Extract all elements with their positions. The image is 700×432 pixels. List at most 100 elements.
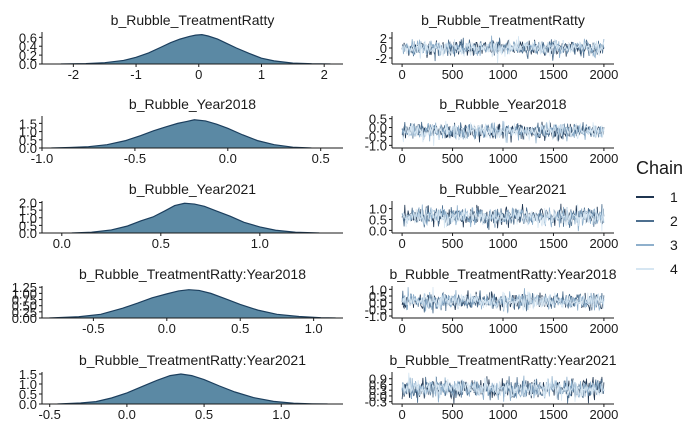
y-tick-label: 0.0 [369,223,387,238]
y-tick-label: 0.6 [19,30,37,45]
y-tick-label: -0.3 [365,395,387,410]
x-tick-label: 0.0 [53,236,71,251]
x-tick-label: 0 [398,407,405,422]
y-tick-label: 0.25 [12,305,37,320]
x-tick-label: 1000 [489,236,518,251]
y-tick-label: -2 [375,51,387,66]
x-tick-label: 500 [442,67,464,82]
x-tick-label: -1.0 [31,151,53,166]
x-tick-label: 0 [398,151,405,166]
panel-density-5: b_Rubble_TreatmentRatty:Year2021 -0.5 0.0 0… [19,352,343,422]
x-tick-label: 0.5 [152,236,170,251]
trace-line-chain-4 [401,286,605,311]
panel-trace-5: b_Rubble_TreatmentRatty:Year2021 0 500 1000… [365,352,619,422]
x-tick-label: 500 [442,407,464,422]
panel-title: b_Rubble_TreatmentRatty:Year2021 [79,352,306,368]
y-tick-label: 1.0 [19,211,37,226]
x-tick-label: 0 [195,67,202,82]
panel-title: b_Rubble_TreatmentRatty [421,12,585,28]
x-tick-label: 1.0 [305,321,323,336]
x-tick-label: 0 [398,321,405,336]
y-tick-label: 0.0 [369,296,387,311]
x-tick-label: -1 [130,67,142,82]
legend-label: 1 [670,189,678,205]
panel-density-1: b_Rubble_TreatmentRatty -2 -1 0 1 2 0.00.20.40… [19,12,343,82]
density-area [49,289,336,318]
mcmc-plot-grid: b_Rubble_TreatmentRatty-2 -1 0 1 20.00.20.40… [12,12,619,422]
y-tick-label: 1.0 [369,202,387,217]
x-tick-label: 2000 [589,321,618,336]
x-tick-label: 2000 [589,151,618,166]
legend-key-chain-4 [636,268,654,270]
y-tick-label: -1.0 [365,138,387,153]
legend-label: 3 [670,237,678,253]
y-tick-label: 0.0 [19,226,37,241]
panel-trace-3: b_Rubble_Year2021 0 500 1000 1500 2000 0.00.51… [369,181,618,251]
panel-title: b_Rubble_TreatmentRatty [111,12,275,28]
y-tick-label: 0.2 [19,48,37,63]
y-tick-label: -0.5 [365,129,387,144]
panel-title: b_Rubble_Year2021 [129,181,256,197]
x-tick-label: -0.5 [39,407,61,422]
trace-line-chain-4 [401,372,605,402]
panel-title: b_Rubble_Year2021 [439,181,566,197]
legend-label: 4 [670,261,678,277]
legend-key-chain-2 [636,220,654,222]
legend-item-chain-4: 4 [636,257,696,281]
x-tick-label: 1000 [489,321,518,336]
legend-key-chain-3 [636,244,654,246]
legend-item-chain-3: 3 [636,233,696,257]
density-area [71,203,320,233]
y-tick-label: 0.0 [19,141,37,156]
density-line [60,34,331,64]
y-tick-label: 0.5 [19,133,37,148]
x-tick-label: 1.0 [272,407,290,422]
legend-label: 2 [670,213,678,229]
y-tick-label: 0.00 [12,311,37,326]
x-tick-label: -0.5 [124,151,146,166]
density-line [49,289,336,318]
panel-trace-2: b_Rubble_Year2018 0 500 1000 1500 2000 -1.0-0.… [365,96,619,166]
x-tick-label: 1500 [539,321,568,336]
trace-line-chain-4 [401,36,605,64]
panel-trace-4: b_Rubble_TreatmentRatty:Year2018 0 500 1000… [365,266,619,336]
density-area [60,34,331,64]
x-tick-label: 1 [258,67,265,82]
x-tick-label: 0.5 [231,321,249,336]
panel-density-2: b_Rubble_Year2018-1.0 -0.5 0.0 0.50.00.51.0… [19,96,343,166]
legend-item-chain-2: 2 [636,209,696,233]
y-tick-label: 1.0 [19,125,37,140]
y-tick-label: 0.5 [19,218,37,233]
legend-title: Chain [636,158,684,178]
x-tick-label: 1500 [539,67,568,82]
y-tick-label: -0.5 [365,302,387,317]
y-tick-label: 2 [380,31,387,46]
y-tick-label: 0 [380,41,387,56]
trace-line-chain-2 [401,37,605,62]
x-tick-label: 1500 [539,151,568,166]
y-tick-label: 1.5 [19,367,37,382]
x-tick-label: 0.5 [312,151,330,166]
x-tick-label: 0.0 [219,151,237,166]
x-tick-label: 500 [442,321,464,336]
x-tick-label: 2000 [589,236,618,251]
panel-density-4: b_Rubble_TreatmentRatty:Year2018-0.5 0.0 0… [12,266,343,336]
density-area [51,119,312,148]
trace-line-chain-4 [401,120,605,146]
y-tick-label: -1.0 [365,309,387,324]
y-tick-label: 1.25 [12,280,37,295]
x-tick-label: 2 [321,67,328,82]
y-tick-label: 0.0 [369,389,387,404]
legend-key-chain-1 [636,196,654,198]
x-tick-label: 1500 [539,407,568,422]
y-tick-label: 0.0 [369,121,387,136]
y-tick-label: 0.0 [19,397,37,412]
density-line [71,202,320,233]
y-tick-label: 1.00 [12,286,37,301]
panel-title: b_Rubble_TreatmentRatty:Year2018 [389,266,616,282]
trace-line-chain-4 [401,204,605,232]
density-area [57,374,328,404]
y-tick-label: 0.50 [12,299,37,314]
y-tick-label: 0.5 [19,387,37,402]
